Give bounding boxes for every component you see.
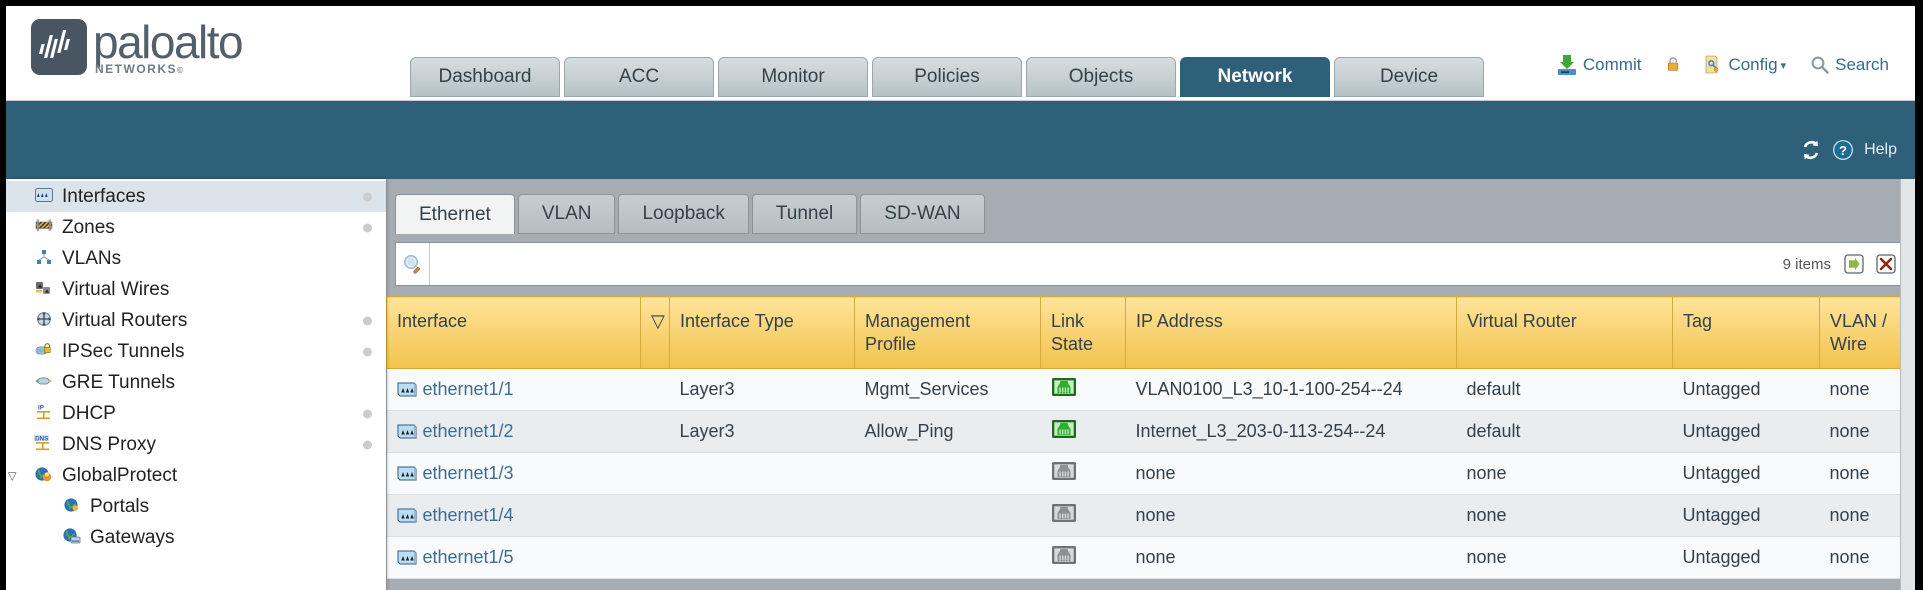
svg-text:IP: IP bbox=[38, 404, 44, 411]
svg-text:DNS: DNS bbox=[35, 435, 48, 442]
svg-text:?: ? bbox=[1839, 143, 1847, 158]
